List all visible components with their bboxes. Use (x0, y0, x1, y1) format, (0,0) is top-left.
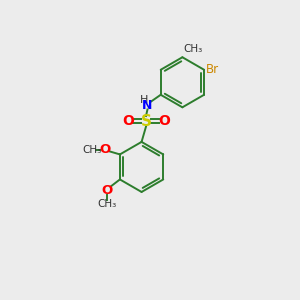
Text: O: O (101, 184, 112, 197)
Text: CH₃: CH₃ (184, 44, 203, 54)
Text: N: N (142, 99, 153, 112)
Text: O: O (158, 114, 170, 128)
Text: CH₃: CH₃ (97, 199, 116, 209)
Text: Br: Br (206, 63, 219, 76)
Text: O: O (99, 143, 110, 157)
Text: CH₃: CH₃ (82, 145, 102, 155)
Text: H: H (140, 95, 148, 105)
Text: O: O (122, 114, 134, 128)
Text: S: S (140, 114, 152, 129)
